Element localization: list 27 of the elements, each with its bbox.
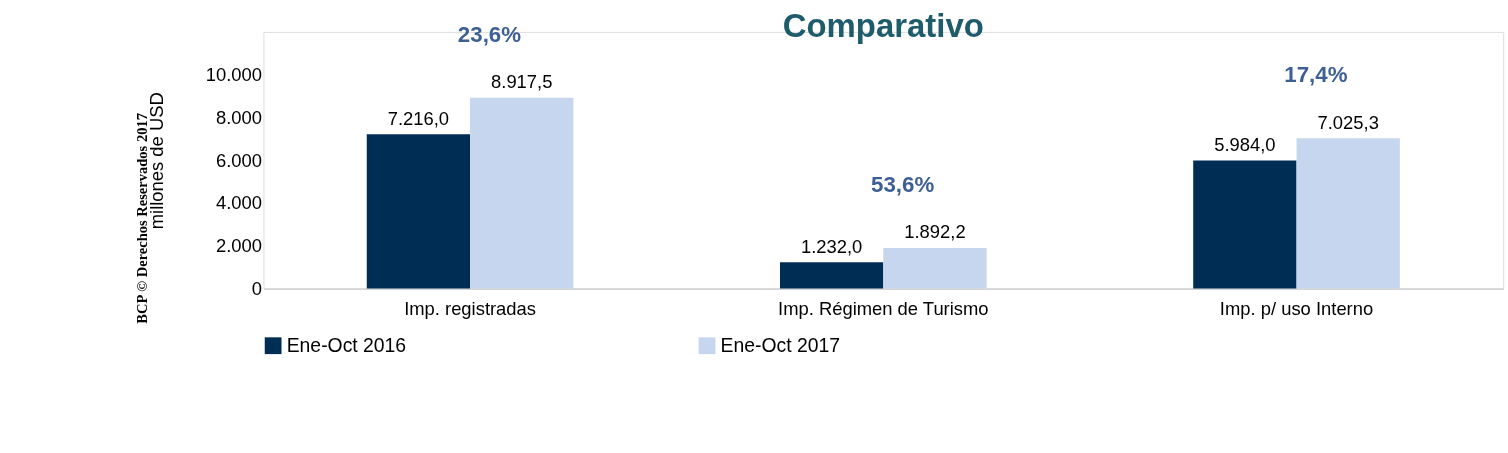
bar [1296,138,1400,289]
chart-title: Comparativo [782,6,984,44]
legend-label: Ene-Oct 2016 [286,333,407,356]
bar [1193,160,1297,289]
legend-label: Ene-Oct 2017 [720,333,841,356]
data-label: 1.232,0 [800,235,863,257]
data-label: 5.984,0 [1214,133,1276,155]
y-tick-label: 4.000 [215,192,262,214]
y-tick-label: 8.000 [215,106,262,128]
annotation: 17,4% [1284,62,1348,88]
data-label: 1.892,2 [904,221,966,243]
bar [883,248,987,289]
y-tick-label: 0 [251,277,262,299]
annotation: 23,6% [457,21,522,47]
y-tick-label: 6.000 [215,149,262,171]
x-tick-label: Imp. registradas [404,298,536,320]
x-tick-label: Imp. p/ uso Interno [1219,298,1374,320]
data-label: 8.917,5 [491,71,553,93]
data-label: 7.216,0 [387,107,450,129]
annotation: 53,6% [871,171,935,197]
y-tick-label: 10.000 [205,63,262,85]
bar [470,97,574,289]
y-tick-label: 2.000 [215,235,262,257]
data-label: 7.025,3 [1317,111,1379,133]
bar [366,134,471,289]
bar [779,262,884,289]
x-tick-label: Imp. Régimen de Turismo [778,298,989,320]
